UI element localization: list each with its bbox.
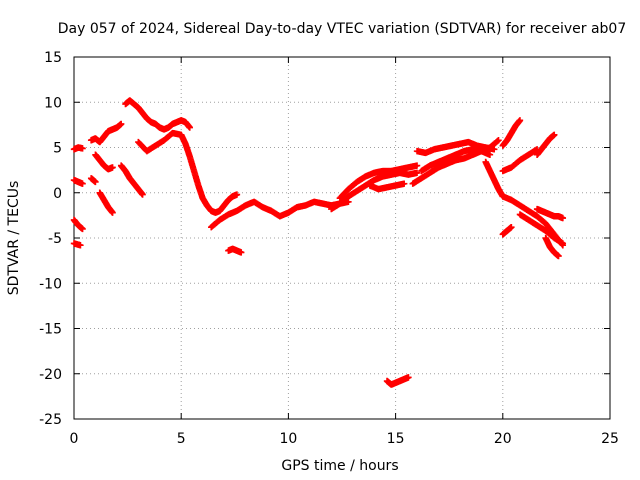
data-point	[109, 209, 116, 216]
data-point	[233, 191, 241, 198]
x-tick-label: 25	[601, 431, 619, 447]
chart-title: Day 057 of 2024, Sidereal Day-to-day VTE…	[58, 21, 627, 37]
series-arc-main-3	[122, 97, 193, 133]
series-arc-left-b	[96, 189, 116, 216]
series-arc-left-e	[87, 175, 99, 186]
grid-lines	[74, 57, 610, 419]
y-tick-label: -25	[39, 412, 62, 428]
data-point	[186, 124, 193, 131]
data-point	[555, 252, 562, 260]
series-arc-right-12	[542, 234, 562, 260]
x-tick-label: 10	[279, 431, 297, 447]
y-tick-label: -5	[48, 231, 62, 247]
series-arc-main-1	[70, 144, 86, 153]
data-point	[491, 146, 498, 153]
x-tick-label: 15	[387, 431, 405, 447]
series-arc-low	[383, 374, 412, 388]
y-tick-label: -15	[39, 322, 62, 338]
y-tick-label: 0	[53, 186, 62, 202]
data-point	[79, 145, 86, 152]
series-arc-right-1	[413, 138, 498, 157]
data-point	[139, 191, 146, 198]
data-point	[559, 214, 567, 222]
data-point	[551, 131, 558, 139]
series-arc-left-a	[70, 176, 86, 187]
y-tick-label: -20	[39, 367, 62, 383]
series-arc-main-4	[135, 129, 241, 216]
data-point	[558, 240, 566, 248]
series-arc-mid-5	[366, 180, 408, 193]
data-point	[413, 162, 421, 169]
data-point	[92, 178, 99, 186]
series-arc-right-8	[499, 193, 567, 249]
series-arc-main-2	[87, 120, 125, 146]
x-tick-label: 20	[494, 431, 512, 447]
x-tick-label: 5	[177, 431, 186, 447]
data-point	[495, 137, 502, 144]
data-point	[405, 374, 412, 381]
series-arc-right-5	[499, 117, 524, 149]
data-point	[109, 164, 116, 171]
series-arc-left-c	[70, 216, 86, 233]
data-point	[516, 117, 524, 124]
x-axis-label: GPS time / hours	[281, 458, 398, 474]
data-point	[117, 120, 125, 128]
y-tick-labels: -25 -20 -15 -10 -5 0 5 10 15	[39, 50, 62, 428]
data-point	[77, 242, 84, 249]
x-tick-label: 0	[70, 431, 79, 447]
series-arc-right-10	[499, 223, 515, 238]
series-arc-mid-3	[336, 162, 421, 202]
series-arc-mid-1	[208, 198, 352, 231]
y-tick-label: 15	[44, 50, 62, 66]
series-arc-left-d	[70, 240, 84, 249]
data-point	[559, 242, 567, 249]
y-tick-label: -10	[39, 276, 62, 292]
series-arc-main-6	[92, 151, 116, 173]
y-tick-label: 10	[44, 95, 62, 111]
data-point	[400, 180, 408, 187]
series-arc-right-11	[533, 131, 558, 158]
data-point	[508, 223, 515, 231]
data-point	[238, 249, 245, 256]
data-point	[345, 198, 352, 205]
x-tick-labels: 0 5 10 15 20 25	[70, 431, 619, 447]
series-arc-right-3	[418, 146, 494, 175]
data-points	[70, 97, 567, 388]
y-tick-label: 5	[53, 141, 62, 157]
series-arc-mid-2	[225, 245, 245, 256]
series-arc-right-6	[499, 146, 541, 175]
data-point	[413, 169, 421, 177]
data-point	[486, 151, 494, 158]
data-point	[79, 225, 86, 233]
y-axis-label: SDTVAR / TECUs	[6, 181, 22, 296]
series-arc-right-9	[533, 205, 567, 222]
data-point	[79, 180, 86, 187]
series-arc-main-5	[117, 162, 146, 198]
